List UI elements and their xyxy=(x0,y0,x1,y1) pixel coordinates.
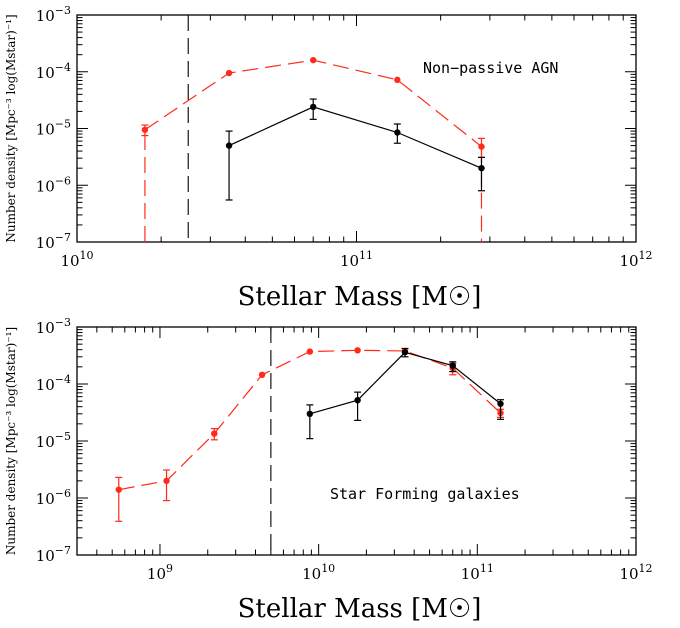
x-tick-exponent: 11 xyxy=(480,562,494,575)
y-tick-mantissa: 10 xyxy=(36,376,55,394)
y-tick-label: 10−3 xyxy=(36,4,71,25)
y-tick-label: 10−6 xyxy=(36,174,71,195)
x-tick-mantissa: 10 xyxy=(619,565,638,583)
data-point xyxy=(163,477,170,485)
data-point xyxy=(310,56,317,64)
data-point xyxy=(449,362,456,369)
y-tick-label: 10−7 xyxy=(36,231,71,252)
data-point xyxy=(354,396,361,404)
x-tick-exponent: 9 xyxy=(166,562,173,575)
x-tick-label: 1011 xyxy=(340,249,373,270)
x-tick-mantissa: 10 xyxy=(619,252,638,270)
data-point xyxy=(211,430,218,437)
x-tick-label: 109 xyxy=(147,562,173,583)
x-axis-label: Stellar Mass [M☉] xyxy=(238,282,482,312)
plot-frame xyxy=(76,326,637,556)
y-tick-exponent: −5 xyxy=(55,118,71,131)
y-tick-mantissa: 10 xyxy=(36,490,55,508)
x-tick-mantissa: 10 xyxy=(147,565,166,583)
data-point xyxy=(115,486,122,493)
y-tick-mantissa: 10 xyxy=(36,177,55,195)
y-tick-exponent: −4 xyxy=(55,373,71,386)
y-tick-label: 10−7 xyxy=(36,544,71,565)
panel-star-forming-galaxies: 109 1010 1011 101210−710−610−510−410−3Numbe… xyxy=(4,316,653,624)
y-tick-exponent: −3 xyxy=(55,316,71,329)
data-point xyxy=(306,410,314,418)
y-tick-exponent: −3 xyxy=(55,4,71,17)
x-tick-exponent: 12 xyxy=(639,562,653,575)
y-axis-label: Number density [Mpc⁻³ log(Mstar)⁻¹] xyxy=(4,327,18,555)
y-tick-label: 10−4 xyxy=(36,61,71,82)
y-tick-exponent: −6 xyxy=(55,174,71,187)
data-point xyxy=(394,76,401,84)
y-tick-mantissa: 10 xyxy=(36,547,55,565)
y-tick-exponent: −4 xyxy=(55,61,71,74)
x-tick-label: 1012 xyxy=(619,249,652,270)
y-tick-mantissa: 10 xyxy=(36,234,55,252)
y-tick-mantissa: 10 xyxy=(36,7,55,25)
y-tick-label: 10−5 xyxy=(36,430,71,451)
data-point xyxy=(497,400,504,407)
y-tick-exponent: −7 xyxy=(55,231,71,244)
y-tick-label: 10−5 xyxy=(36,118,71,139)
x-tick-mantissa: 10 xyxy=(60,252,79,270)
y-tick-mantissa: 10 xyxy=(36,433,55,451)
y-tick-label: 10−6 xyxy=(36,487,71,508)
data-point xyxy=(306,348,314,355)
x-tick-label: 1011 xyxy=(461,562,494,583)
y-tick-exponent: −7 xyxy=(55,544,71,557)
data-point xyxy=(401,349,409,356)
x-tick-exponent: 10 xyxy=(321,562,335,575)
data-point xyxy=(310,103,317,111)
x-tick-mantissa: 10 xyxy=(302,565,321,583)
plot-frame xyxy=(76,14,637,243)
x-tick-exponent: 11 xyxy=(359,249,373,262)
data-point xyxy=(478,164,485,172)
data-point xyxy=(141,126,149,133)
series-line xyxy=(228,106,482,169)
y-tick-mantissa: 10 xyxy=(36,121,55,139)
x-axis-label: Stellar Mass [M☉] xyxy=(238,594,482,624)
y-tick-exponent: −6 xyxy=(55,487,71,500)
x-tick-mantissa: 10 xyxy=(461,565,480,583)
x-tick-mantissa: 10 xyxy=(340,252,359,270)
x-tick-label: 1012 xyxy=(619,562,652,583)
data-point xyxy=(354,347,361,354)
y-tick-mantissa: 10 xyxy=(36,319,55,337)
y-tick-mantissa: 10 xyxy=(36,64,55,82)
data-point xyxy=(225,69,233,77)
y-tick-label: 10−3 xyxy=(36,316,71,337)
y-axis-label: Number density [Mpc⁻³ log(Mstar)⁻¹] xyxy=(4,14,18,242)
x-tick-exponent: 10 xyxy=(80,249,94,262)
data-point xyxy=(225,142,233,149)
x-tick-exponent: 12 xyxy=(639,249,653,262)
series-line xyxy=(309,351,501,415)
panel-annotation: Star Forming galaxies xyxy=(330,485,520,503)
data-point xyxy=(394,129,401,136)
x-tick-label: 1010 xyxy=(302,562,335,583)
data-point xyxy=(258,371,266,379)
y-tick-exponent: −5 xyxy=(55,430,71,443)
y-tick-label: 10−4 xyxy=(36,373,71,394)
data-point xyxy=(478,143,485,150)
x-tick-label: 1010 xyxy=(60,249,93,270)
panel-annotation: Non−passive AGN xyxy=(423,59,558,77)
